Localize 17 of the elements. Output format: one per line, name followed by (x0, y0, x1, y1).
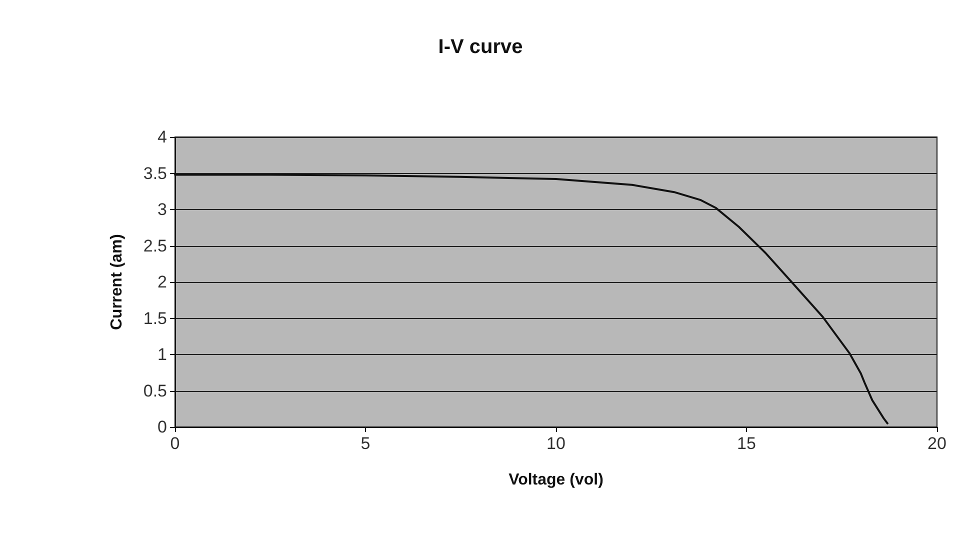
y-axis-title: Current (am) (108, 234, 126, 330)
y-tick-label: 1 (158, 345, 167, 364)
y-tick-label: 0.5 (143, 381, 167, 400)
y-tick-label: 4 (158, 128, 167, 146)
x-axis-title: Voltage (vol) (508, 472, 604, 488)
y-tick-label: 0 (158, 418, 167, 436)
x-tick-label: 10 (546, 434, 566, 453)
x-tick-label: 0 (170, 434, 180, 453)
x-tick-label: 20 (928, 434, 946, 453)
y-tick-label: 3 (158, 200, 167, 219)
x-tick-label: 5 (360, 434, 370, 453)
y-tick-label: 2 (158, 272, 167, 292)
x-tick-label: 15 (737, 434, 756, 453)
y-tick-label: 1.5 (143, 308, 167, 328)
y-tick-label: 3.5 (143, 164, 167, 183)
y-tick-label: 2.5 (143, 236, 167, 256)
chart-title: I-V curve (438, 36, 523, 58)
